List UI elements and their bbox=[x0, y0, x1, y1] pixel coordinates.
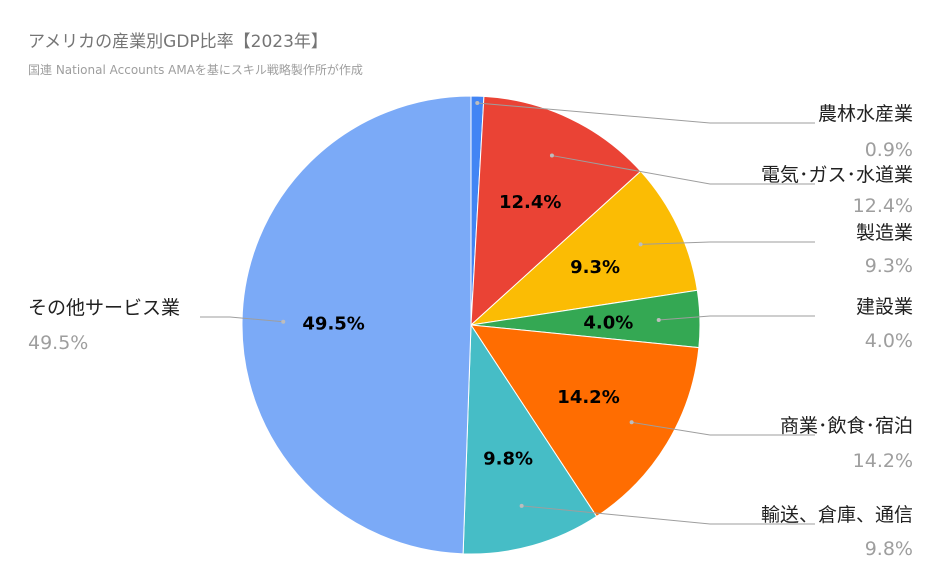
slice-value-label-2: 9.3% bbox=[570, 257, 620, 278]
leader-line-0 bbox=[477, 102, 815, 124]
slice-percent-label-3: 4.0% bbox=[865, 330, 913, 352]
chart-subtitle: 国連 National Accounts AMAを基にスキル戦略製作所が作成 bbox=[28, 62, 363, 77]
chart-title: アメリカの産業別GDP比率【2023年】 bbox=[28, 32, 328, 52]
slice-name-label-0: 農林水産業 bbox=[818, 103, 913, 125]
slice-percent-label-2: 9.3% bbox=[865, 255, 913, 277]
leader-dot-4 bbox=[629, 420, 634, 425]
slice-percent-label-6: 49.5% bbox=[28, 332, 88, 354]
slice-percent-label-0: 0.9% bbox=[865, 139, 913, 161]
leader-line-4 bbox=[631, 421, 815, 436]
leader-dot-2 bbox=[638, 242, 643, 247]
pie-slice-2 bbox=[469, 170, 698, 326]
pie-slice-6 bbox=[241, 95, 472, 555]
slice-value-label-4: 14.2% bbox=[557, 387, 619, 408]
slice-percent-label-1: 12.4% bbox=[853, 195, 913, 217]
leader-line-1 bbox=[551, 155, 815, 185]
slice-percent-label-4: 14.2% bbox=[853, 450, 913, 472]
pie-slice-1 bbox=[470, 95, 642, 327]
slice-name-label-5: 輸送、倉庫、通信 bbox=[761, 504, 913, 526]
slice-name-label-2: 製造業 bbox=[856, 222, 913, 244]
leader-dot-5 bbox=[519, 503, 524, 508]
leader-line-5 bbox=[521, 505, 815, 525]
leader-line-2 bbox=[640, 241, 815, 245]
leader-line-6 bbox=[200, 316, 284, 323]
leader-dot-6 bbox=[281, 319, 286, 324]
slice-name-label-4: 商業･飲食･宿泊 bbox=[780, 415, 913, 437]
slice-value-label-1: 12.4% bbox=[499, 192, 561, 213]
pie-slices bbox=[241, 95, 701, 555]
slice-labels: 農林水産業 0.9% 12.4% 電気･ガス･水道業 12.4% 9.3% 製造業 9.3% 4… bbox=[28, 103, 913, 560]
leader-dot-0 bbox=[475, 100, 480, 105]
slice-value-label-6: 49.5% bbox=[302, 314, 364, 335]
leader-dot-3 bbox=[656, 317, 661, 322]
slice-value-label-3: 4.0% bbox=[583, 312, 633, 333]
slice-percent-label-5: 9.8% bbox=[865, 538, 913, 560]
pie-slice-5 bbox=[462, 323, 598, 555]
leader-lines bbox=[200, 100, 815, 525]
slice-name-label-6: その他サービス業 bbox=[28, 297, 180, 319]
slice-value-label-5: 9.8% bbox=[483, 448, 533, 469]
pie-slice-4 bbox=[470, 324, 700, 518]
leader-dot-1 bbox=[549, 153, 554, 158]
slice-name-label-1: 電気･ガス･水道業 bbox=[761, 164, 913, 186]
slice-name-label-3: 建設業 bbox=[856, 296, 913, 318]
leader-line-3 bbox=[658, 315, 815, 321]
